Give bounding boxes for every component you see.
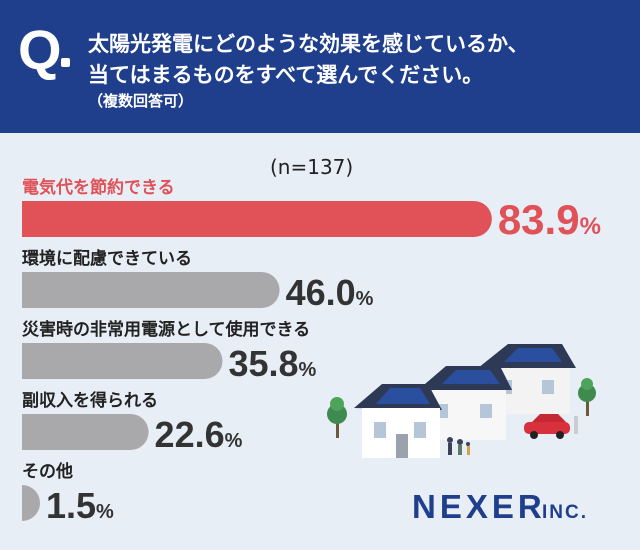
- value-label: 1.5%: [46, 485, 114, 526]
- question-line-1: 太陽光発電にどのような効果を感じているか、: [88, 32, 529, 56]
- bar: [22, 272, 280, 308]
- category-label: 災害時の非常用電源として使用できる: [22, 319, 310, 340]
- company-logo-suffix: INC.: [542, 502, 588, 523]
- category-label: 電気代を節約できる: [22, 177, 175, 198]
- house-front-icon: [354, 384, 442, 458]
- category-label: 環境に配慮できている: [22, 248, 192, 269]
- sample-size: (n=137): [270, 155, 354, 179]
- value-label: 35.8%: [228, 343, 316, 384]
- category-label: その他: [22, 461, 73, 482]
- solar-houses-illustration: [327, 344, 596, 458]
- q-mark: Q: [18, 18, 62, 81]
- bar: [22, 485, 40, 521]
- value-label: 46.0%: [286, 272, 374, 313]
- category-label: 副収入を得られる: [22, 390, 158, 411]
- bar: [22, 343, 223, 379]
- bar: [22, 414, 149, 450]
- question-note: （複数回答可）: [88, 92, 194, 110]
- company-logo: NEXER: [412, 488, 546, 525]
- value-label: 22.6%: [155, 414, 243, 455]
- q-dot: [61, 58, 70, 67]
- question-line-2: 当てはまるものをすべて選んでください。: [88, 63, 484, 87]
- electric-car-icon: [524, 414, 578, 439]
- value-label: 83.9%: [498, 196, 601, 243]
- question-header: Q 太陽光発電にどのような効果を感じているか、 当てはまるものをすべて選んでくだ…: [0, 0, 640, 133]
- bar: [22, 201, 492, 237]
- people-icon: [447, 437, 470, 455]
